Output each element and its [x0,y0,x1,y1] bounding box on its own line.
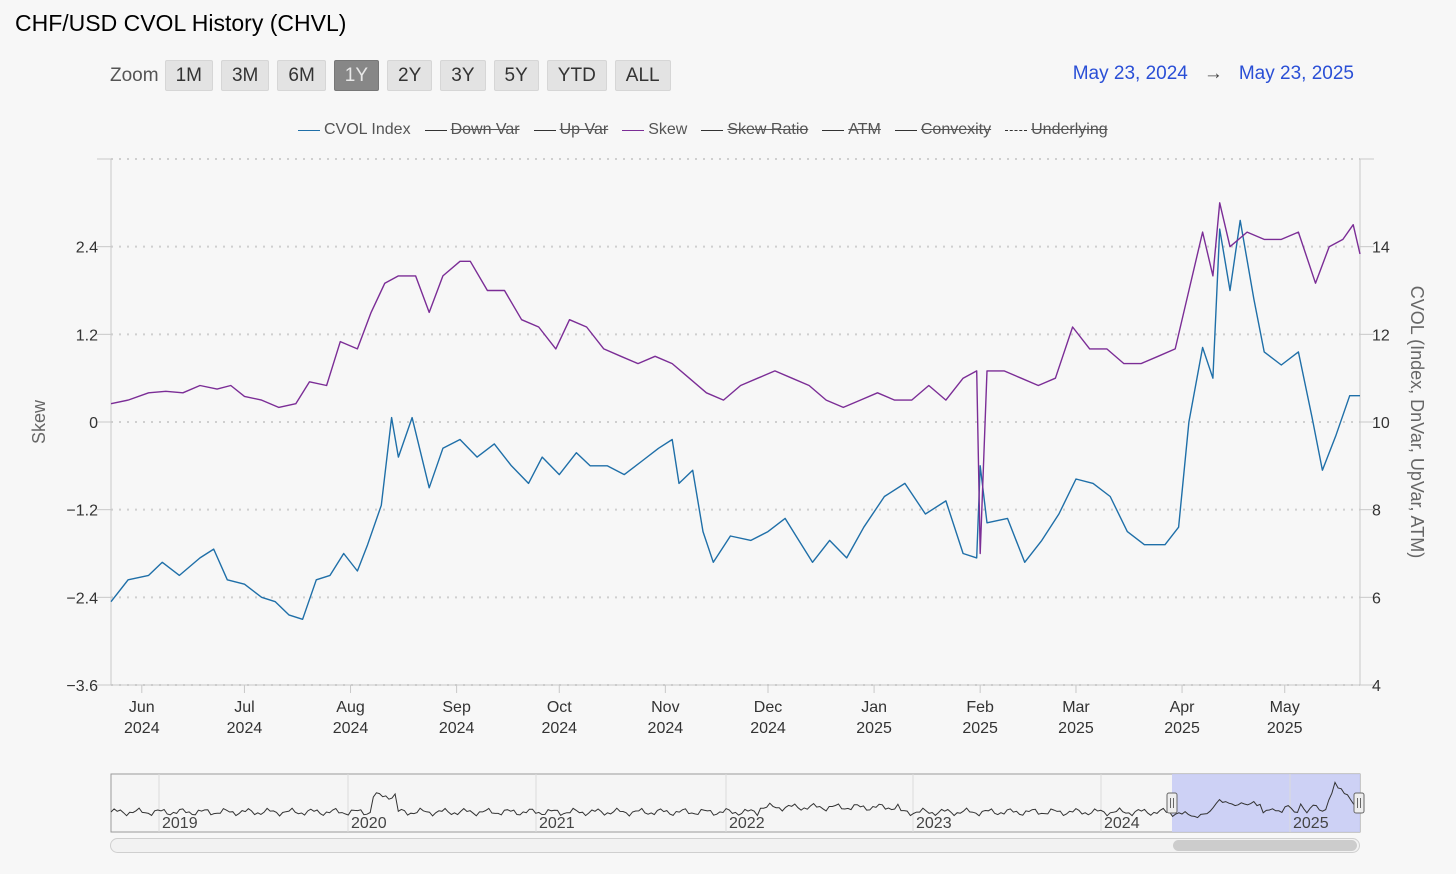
legend-item-down-var[interactable]: Down Var [424,121,520,139]
legend-label: Convexity [920,121,992,138]
legend-item-up-var[interactable]: Up Var [533,121,609,139]
legend-label: Skew [648,121,688,138]
navigator-year-label: 2024 [1104,815,1140,832]
x-tick-label-year: 2024 [541,720,577,737]
legend-swatch [622,129,645,131]
x-tick-label-month: Dec [754,699,782,716]
legend-label: CVOL Index [324,121,411,138]
x-tick-label-month: Oct [547,699,572,716]
zoom-label: Zoom [110,64,159,86]
scrollbar-thumb[interactable] [1173,840,1357,851]
legend-label: Down Var [450,121,520,138]
range-from-input[interactable]: May 23, 2024 [1072,63,1188,84]
y-right-tick-label: 12 [1372,327,1390,344]
legend-swatch [298,129,320,131]
x-tick-label-year: 2024 [333,720,369,737]
x-tick-label-month: Jul [234,699,254,716]
navigator-year-label: 2022 [729,815,765,832]
navigator-year-label: 2021 [539,815,575,832]
x-tick-label-year: 2024 [439,720,475,737]
legend-item-cvol-index[interactable]: CVOL Index [298,121,411,139]
x-tick-label-month: Sep [442,699,471,716]
navigator-handle-right[interactable] [1353,792,1365,814]
zoom-3y-button[interactable]: 3Y [440,60,486,91]
range-to-input[interactable]: May 23, 2025 [1238,63,1354,84]
navigator-year-label: 2019 [162,815,198,832]
y-right-tick-label: 8 [1372,503,1381,520]
y-left-tick-label: 0 [89,415,98,432]
x-tick-label-month: Feb [966,699,994,716]
x-tick-label-year: 2025 [962,720,998,737]
x-tick-label-month: Jun [129,699,155,716]
x-tick-label-month: Apr [1170,699,1196,716]
navigator-year-label: 2023 [916,815,952,832]
x-tick-label-year: 2025 [1058,720,1094,737]
x-tick-label-month: Nov [651,699,679,716]
x-tick-label-month: Aug [336,699,364,716]
legend-label: ATM [848,121,881,138]
x-tick-label-year: 2024 [227,720,263,737]
y-left-axis-title: Skew [29,399,49,444]
legend-swatch [1005,129,1028,131]
legend-label: Underlying [1031,121,1108,138]
x-tick-label-year: 2024 [750,720,786,737]
y-right-tick-label: 14 [1372,240,1390,257]
zoom-all-button[interactable]: ALL [614,60,671,91]
legend-swatch [894,129,917,131]
y-left-tick-label: 1.2 [76,327,98,344]
x-tick-label-month: May [1270,699,1300,716]
legend-swatch [533,129,556,131]
zoom-6m-button[interactable]: 6M [277,60,326,91]
x-tick-label-year: 2025 [1164,720,1200,737]
series-line-skew [110,202,1361,555]
x-tick-label-month: Mar [1062,699,1090,716]
navigator-year-label: 2025 [1293,815,1329,832]
y-right-tick-label: 4 [1372,678,1381,695]
legend-item-skew-ratio[interactable]: Skew Ratio [701,121,808,139]
y-left-tick-label: −3.6 [66,678,98,695]
zoom-ytd-button[interactable]: YTD [546,60,607,91]
x-tick-label-year: 2025 [856,720,892,737]
legend-item-underlying[interactable]: Underlying [1005,121,1108,139]
y-left-tick-label: −1.2 [66,503,98,520]
range-arrow: → [1203,63,1223,84]
x-tick-label-year: 2024 [648,720,684,737]
navigator-selection [1172,774,1360,832]
x-tick-label-year: 2025 [1267,720,1303,737]
zoom-bar: Zoom 1M 3M 6M 1Y 2Y 3Y 5Y YTD ALL [110,59,679,92]
series-line-cvol-index [110,219,1360,620]
zoom-1m-button[interactable]: 1M [164,60,213,91]
x-tick-label-month: Jan [861,699,887,716]
y-right-axis-title: CVOL (Index, DnVar, UpVar, ATM) [1407,286,1427,558]
legend-item-atm[interactable]: ATM [822,121,881,139]
y-left-tick-label: −2.4 [66,590,98,607]
legend-swatch [424,129,447,131]
date-range: May 23, 2024 → May 23, 2025 [1073,63,1354,85]
legend-item-convexity[interactable]: Convexity [894,121,992,139]
legend-item-skew[interactable]: Skew [622,121,687,139]
legend-swatch [822,129,845,131]
y-right-tick-label: 10 [1372,415,1390,432]
zoom-2y-button[interactable]: 2Y [387,60,433,91]
navigator-overview-line [110,781,1360,819]
page-title: CHF/USD CVOL History (CHVL) [15,10,347,36]
zoom-1y-button[interactable]: 1Y [333,60,380,91]
legend-label: Up Var [559,121,609,138]
x-tick-label-year: 2024 [124,720,160,737]
zoom-5y-button[interactable]: 5Y [493,60,539,91]
navigator-year-label: 2020 [351,815,387,832]
chart-legend: CVOL Index Down Var Up Var Skew Skew Ratio AT… [298,120,1122,140]
legend-label: Skew Ratio [727,121,809,138]
zoom-3m-button[interactable]: 3M [220,60,270,91]
y-right-tick-label: 6 [1372,590,1381,607]
legend-swatch [701,129,724,131]
navigator-scrollbar[interactable] [110,838,1360,853]
navigator-handle-left[interactable] [1166,792,1178,814]
y-left-tick-label: 2.4 [76,240,98,257]
